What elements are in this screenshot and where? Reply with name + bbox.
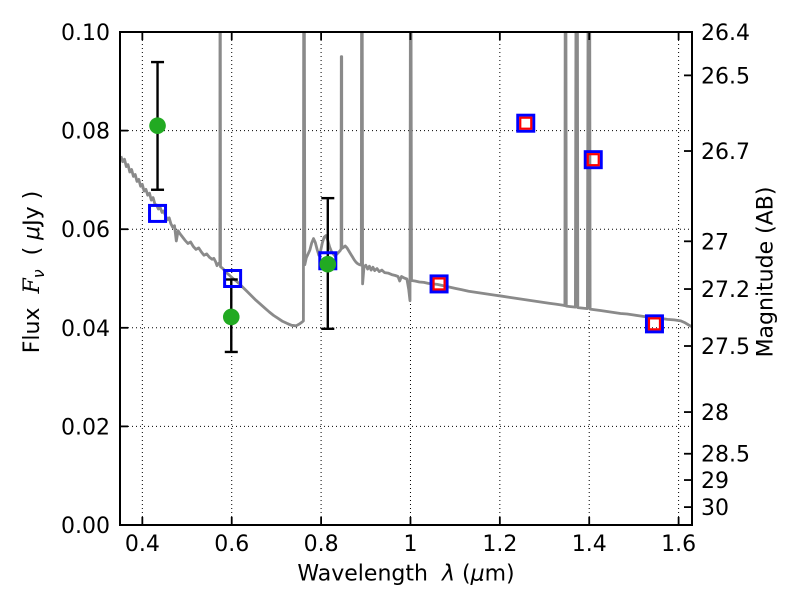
model-point-square [644, 314, 664, 334]
observed-point [149, 117, 166, 134]
x-unit-open: ( [461, 561, 471, 587]
y-left-tick-label: 0.00 [61, 514, 110, 539]
x-tick-label: 0.4 [125, 532, 160, 557]
y-left-tick-label: 0.10 [61, 21, 110, 46]
x-tick-label: 0.8 [304, 532, 339, 557]
model-point-square [429, 274, 449, 294]
nu-subscript: ν [29, 269, 49, 279]
y-right-tick-label: 28.5 [701, 443, 750, 468]
observed-point [319, 255, 337, 273]
model-point-inner-square [519, 116, 533, 130]
model-point-inner-square [432, 277, 446, 291]
observed-point [222, 308, 240, 326]
model-point-square [148, 203, 168, 223]
y-right-tick-label: 26.7 [701, 140, 750, 165]
axes-frame [119, 31, 693, 526]
mu-jy-symbol: μ [19, 225, 45, 240]
x-tick-label: 1.2 [482, 532, 517, 557]
y-right-tick-label: 28 [701, 401, 729, 426]
lambda-symbol: λ [441, 561, 455, 587]
y-axis-label-right: Magnitude (AB) [753, 186, 779, 358]
y-right-tick-label: 27.2 [701, 278, 750, 303]
x-tick-label: 1 [403, 532, 417, 557]
x-axis-label: Wavelength λ (μm) [297, 562, 514, 587]
y-left-unit-close: Jy ) [19, 190, 45, 226]
y-right-tick-label: 26.4 [701, 21, 750, 46]
y-right-tick-label: 26.5 [701, 64, 750, 89]
y-right-tick-label: 29 [701, 469, 729, 494]
spectrum-line [120, 32, 692, 329]
flux-word: Flux [19, 307, 45, 354]
x-tick-label: 0.6 [214, 532, 249, 557]
x-axis-label-word: Wavelength [297, 561, 428, 587]
mu-symbol: μ [470, 561, 485, 587]
y-left-tick-label: 0.06 [61, 218, 110, 243]
y-right-tick-label: 27.5 [701, 335, 750, 360]
flux-symbol: F [19, 278, 45, 294]
y-right-tick-label: 27 [701, 230, 729, 255]
x-unit-close: m) [484, 561, 515, 587]
model-point-inner-square [586, 153, 600, 167]
model-point-inner-square [647, 317, 662, 331]
model-point-square [516, 113, 536, 133]
y-left-tick-label: 0.02 [61, 415, 110, 440]
y-left-tick-label: 0.04 [61, 317, 110, 342]
y-left-unit-open: ( [19, 239, 45, 256]
model-point-square [583, 150, 603, 170]
y-axis-label-left: Flux Fν ( μJy ) [20, 191, 48, 354]
x-tick-label: 1.4 [572, 532, 607, 557]
y-right-tick-label: 30 [701, 496, 729, 521]
model-point-square [223, 269, 243, 288]
x-tick-label: 1.6 [661, 532, 696, 557]
y-left-tick-label: 0.08 [61, 120, 110, 145]
